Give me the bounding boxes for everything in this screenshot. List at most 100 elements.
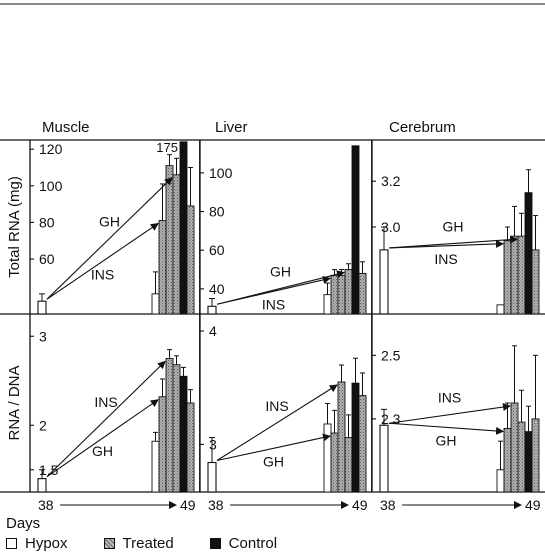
bar-day49-hypox [323,423,332,493]
bar-day49-treated [165,358,174,493]
column-title-liver: Liver [215,119,248,136]
arrow-gh [388,422,504,435]
arrow-gh [46,177,173,300]
column-title-muscle: Muscle [42,119,90,136]
x-tick-label-38: 38 [38,497,54,513]
arrow-label-gh: GH [443,219,464,235]
x-tick-label-49: 49 [180,497,196,513]
bar-day49-treated [517,421,526,493]
legend-item-control: Control [209,534,278,552]
legend-swatch-treated [103,537,115,549]
bar-day49-treated [503,240,512,315]
bar-day49-control [351,382,360,493]
y-axis-title-total-rna: Total RNA (mg) [6,176,23,278]
arrow-ins [216,384,338,461]
y-tick-label: 60 [209,242,225,258]
bar-day49-treated [510,235,519,315]
bar-day49-treated [165,165,174,315]
bar-day49-hypox [151,440,160,493]
legend-item-hypox: Hypox [6,535,68,552]
bar-day49-treated [503,427,512,493]
bar-day49-treated [510,402,519,493]
bar-day38-hypox [379,249,389,315]
bar-day49-control [524,192,533,315]
arrow-label-ins: INS [438,390,461,406]
bar-day49-treated [158,220,167,315]
bar-day49-treated [186,402,195,493]
y-tick-label: 2.3 [381,411,401,427]
bar-day49-control [179,375,188,493]
legend-label-treated: Treated [122,534,174,552]
panel-muscle-rna-dna: 3 2 1.5 INS GH 38 49 [29,314,200,513]
y-tick-label: 1.5 [39,462,59,478]
bar-day49-treated [172,174,181,315]
bar-day49-hypox [496,304,505,315]
arrow-ins [46,360,166,478]
y-tick-label: 2.5 [381,347,401,363]
arrow-label-gh: GH [99,213,120,229]
y-tick-label: 3.0 [381,219,401,235]
bar-day49-treated [337,381,346,493]
bar-day49-control [524,431,533,493]
bar-day49-treated [337,274,346,315]
y-tick-label: 3 [209,436,217,452]
column-title-cerebrum: Cerebrum [389,119,456,136]
arrow-label-ins: INS [262,296,285,312]
arrow-ins [46,223,159,300]
arrow-gh [46,399,159,478]
y-tick-label: 40 [209,281,225,297]
bar-day49-treated [186,205,195,315]
bar-day49-treated [344,437,353,493]
bar-day49-treated [358,395,367,493]
y-tick-label: 100 [39,178,63,194]
bar-day49-treated [330,432,339,493]
y-tick-label: 3 [39,328,47,344]
bar-day49-treated [531,418,540,493]
legend-item-treated: Treated [103,534,174,552]
panel-muscle-total-rna: 120 100 80 60 175 GH INS [29,140,200,315]
y-axis-title-rna-dna: RNA / DNA [6,365,23,440]
y-tick-label: 2 [39,417,47,433]
arrow-gh [388,235,518,249]
y-tick-label: 80 [209,204,225,220]
legend-label-hypox: Hypox [25,534,68,552]
y-tick-label: 60 [39,251,55,267]
arrow-gh [216,433,331,462]
y-tick-label: 120 [39,141,63,157]
bar-day49-treated [330,274,339,315]
bar-day38-hypox [37,300,47,315]
arrow-label-gh: GH [92,443,113,459]
arrow-ins [388,403,511,424]
legend: Hypox Treated Control [6,532,536,554]
panel-cerebrum-total-rna: 3.2 3.0 GH INS [371,140,540,315]
x-tick-label-49: 49 [352,497,368,513]
arrow-label-ins: INS [94,394,117,410]
legend-swatch-control [209,537,221,549]
arrow-label-ins: INS [265,398,288,414]
bar-day49-hypox [323,294,332,315]
legend-label-control: Control [228,534,278,552]
x-tick-label-38: 38 [380,497,396,513]
x-axis-title-days: Days [6,515,40,532]
arrow-label-gh: GH [270,263,291,279]
bar-day49-hypox [151,293,160,315]
bar-day49-hypox [496,469,505,493]
arrow-ins [216,276,331,305]
legend-swatch-hypox [6,537,17,549]
bar-day49-control [351,145,360,315]
bar-day49-treated [158,396,167,493]
x-tick-label-38: 38 [208,497,224,513]
bar-day49-treated [172,364,181,493]
bar-day38-hypox [207,461,217,493]
value-label-off-scale: 175 [156,140,178,155]
bar-day38-hypox [37,478,47,493]
arrow-ins [388,239,504,249]
bar-day49-control [179,141,188,315]
x-tick-label-49: 49 [525,497,541,513]
bar-day49-treated [358,272,367,315]
y-tick-label: 80 [39,214,55,230]
y-tick-label: 4 [209,323,217,339]
bar-day49-treated [517,235,526,315]
y-tick-label: 3.2 [381,173,401,189]
